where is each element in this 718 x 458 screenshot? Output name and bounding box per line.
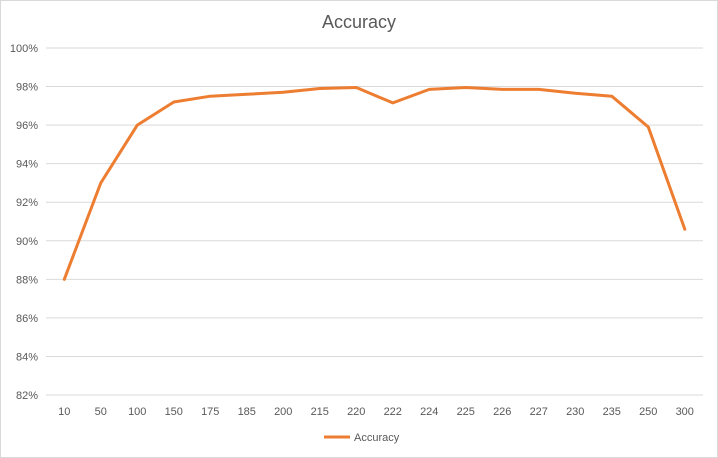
x-tick-label: 185 bbox=[238, 406, 256, 418]
y-tick-label: 90% bbox=[16, 236, 38, 248]
series-layer bbox=[62, 86, 687, 281]
x-tick-label: 300 bbox=[676, 406, 694, 418]
x-axis-tick-labels: 10 50 100 150 175 185 200 215 220 222 224 225 226 227… bbox=[58, 406, 694, 418]
legend: Accuracy bbox=[324, 432, 400, 444]
y-tick-label: 92% bbox=[16, 197, 38, 209]
y-tick-label: 96% bbox=[16, 120, 38, 132]
series-line-accuracy bbox=[62, 86, 687, 281]
x-tick-label: 220 bbox=[347, 406, 365, 418]
x-tick-label: 215 bbox=[311, 406, 329, 418]
x-tick-label: 225 bbox=[457, 406, 475, 418]
y-axis-tick-labels: 82% 84% 86% 88% 90% 92% 94% 96% 98% 100% bbox=[10, 43, 38, 402]
x-tick-label: 227 bbox=[530, 406, 548, 418]
x-tick-label: 235 bbox=[603, 406, 621, 418]
x-tick-label: 224 bbox=[420, 406, 438, 418]
y-tick-label: 94% bbox=[16, 159, 38, 171]
y-tick-label: 86% bbox=[16, 313, 38, 325]
x-tick-label: 100 bbox=[128, 406, 146, 418]
legend-label: Accuracy bbox=[354, 432, 400, 444]
x-tick-label: 10 bbox=[58, 406, 70, 418]
x-tick-label: 226 bbox=[493, 406, 511, 418]
x-tick-label: 222 bbox=[384, 406, 402, 418]
x-tick-label: 150 bbox=[165, 406, 183, 418]
y-tick-label: 100% bbox=[10, 43, 38, 55]
y-tick-label: 88% bbox=[16, 274, 38, 286]
gridlines bbox=[46, 47, 703, 396]
x-tick-label: 200 bbox=[274, 406, 292, 418]
x-tick-label: 230 bbox=[566, 406, 584, 418]
chart-title: Accuracy bbox=[322, 12, 396, 32]
x-tick-label: 175 bbox=[201, 406, 219, 418]
x-tick-label: 50 bbox=[95, 406, 107, 418]
y-tick-label: 84% bbox=[16, 351, 38, 363]
y-tick-label: 98% bbox=[16, 82, 38, 94]
x-tick-label: 250 bbox=[639, 406, 657, 418]
y-tick-label: 82% bbox=[16, 390, 38, 402]
